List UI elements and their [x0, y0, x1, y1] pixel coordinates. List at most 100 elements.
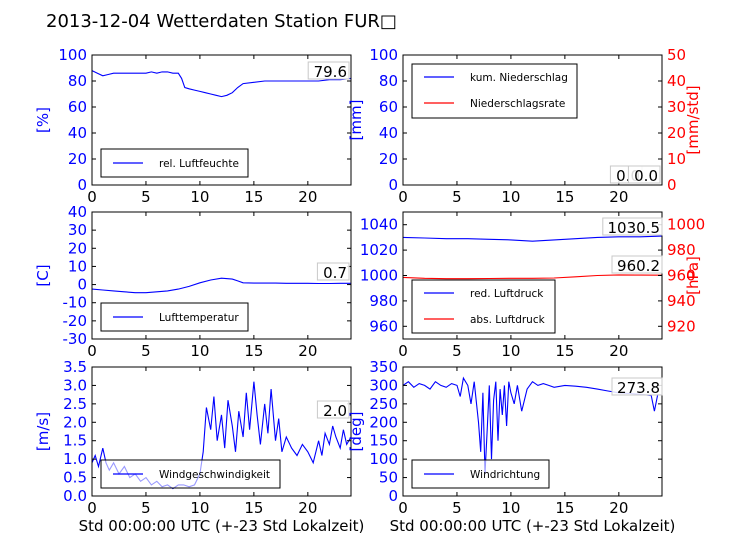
value-annotation-box	[316, 262, 350, 281]
x-tick-label: 5	[141, 499, 151, 517]
x-axis-label: Std 00:00:00 UTC (+-23 Std Lokalzeit)	[390, 517, 676, 535]
legend-box	[411, 63, 578, 119]
y-axis-label: [C]	[34, 264, 52, 286]
x-tick-label: 10	[501, 188, 520, 206]
x-tick-label: 20	[298, 342, 317, 360]
y-tick-label: 30	[68, 221, 87, 239]
y-axis-label: [m/s]	[34, 412, 52, 451]
x-tick-label: 5	[452, 342, 462, 360]
series-line-humidity-0	[92, 70, 351, 98]
y-tick-label: 20	[379, 150, 398, 168]
y-tick-label: 0	[388, 487, 398, 505]
value-annotation: 1030.5	[608, 219, 661, 237]
x-tick-label: 10	[190, 342, 209, 360]
x-tick-label: 10	[190, 499, 209, 517]
y2-tick-label: 980	[667, 241, 696, 259]
x-tick-label: 5	[141, 342, 151, 360]
y2-tick-label: 1000	[667, 216, 705, 234]
y-tick-label: 40	[379, 124, 398, 142]
value-annotation-box	[316, 400, 350, 419]
y-tick-label: 3.5	[63, 358, 87, 376]
x-tick-label: 15	[244, 499, 263, 517]
x-tick-label: 5	[452, 188, 462, 206]
value-annotation-box	[602, 217, 663, 236]
value-annotation-box	[627, 165, 661, 184]
legend-label: Windgeschwindigkeit	[159, 469, 270, 481]
legend-label: red. Luftdruck	[470, 288, 544, 300]
x-tick-label: 20	[609, 188, 628, 206]
y2-tick-label: 50	[667, 46, 686, 64]
value-annotation-box	[307, 61, 350, 80]
y2-axis-label: [hPa]	[684, 256, 702, 295]
y-tick-label: 0	[77, 176, 87, 194]
y-tick-label: 10	[68, 257, 87, 275]
y-tick-label: 0	[77, 276, 87, 294]
y2-axis-label: [mm/std]	[684, 85, 702, 154]
x-tick-label: 0	[87, 499, 97, 517]
y-tick-label: 980	[369, 292, 398, 310]
legend-box	[100, 148, 249, 178]
x-tick-label: 10	[501, 499, 520, 517]
x-tick-label: 10	[190, 188, 209, 206]
y-axis-label: [deg]	[347, 412, 365, 452]
x-tick-label: 15	[555, 342, 574, 360]
x-tick-label: 20	[609, 499, 628, 517]
axes-frame	[91, 54, 352, 186]
x-tick-label: 5	[141, 188, 151, 206]
y-tick-label: 100	[369, 46, 398, 64]
legend: Windrichtung	[411, 459, 550, 489]
y2-tick-label: 40	[667, 72, 686, 90]
x-tick-label: 15	[244, 188, 263, 206]
panel-windspeed: 0 5 10 15 200.00.51.01.52.02.53.03.5[m/s]Std…	[34, 358, 364, 535]
y-tick-label: 2.0	[63, 413, 87, 431]
y-tick-label: 960	[369, 317, 398, 335]
y-tick-label: 0.0	[63, 487, 87, 505]
value-annotation: 0.7	[323, 264, 347, 282]
panel-humidity: 0 5 10 15 20 0 20 40 60 80 100 [%] 79.6 rel. Luftfeuc…	[34, 46, 352, 206]
value-annotation-box	[611, 377, 663, 396]
y-tick-label: 2.5	[63, 395, 87, 413]
y-tick-label: 40	[68, 203, 87, 221]
y-tick-label: 40	[68, 124, 87, 142]
y-tick-label: 60	[379, 98, 398, 116]
y2-tick-label: 30	[667, 98, 686, 116]
x-tick-label: 0	[398, 188, 408, 206]
legend: Lufttemperatur	[100, 302, 249, 332]
y-tick-label: 250	[369, 395, 398, 413]
axes-frame	[402, 366, 663, 497]
legend: red. Luftdruck abs. Luftdruck	[411, 279, 556, 334]
value-annotation: 0.0	[634, 167, 658, 185]
y2-tick-label: 940	[667, 292, 696, 310]
series-line-pressure-1	[403, 274, 662, 280]
y-tick-label: 350	[369, 358, 398, 376]
legend-label: kum. Niederschlag	[470, 72, 568, 84]
y-axis-label: [mm]	[347, 100, 365, 141]
y-tick-label: 0	[388, 176, 398, 194]
y-tick-label: 1040	[360, 216, 398, 234]
panel-pressure: 0 5 10 15 20 960 980 1000 1020 1040 920 940 960 980 10…	[360, 211, 705, 360]
x-tick-label: 10	[501, 342, 520, 360]
x-tick-label: 20	[298, 188, 317, 206]
y-tick-label: 80	[68, 72, 87, 90]
y-tick-label: 1000	[360, 267, 398, 285]
series-line-winddirection-0	[403, 376, 662, 474]
x-tick-label: 15	[244, 342, 263, 360]
legend-label: Niederschlagsrate	[470, 98, 565, 110]
y-tick-label: 1.0	[63, 450, 87, 468]
series-line-pressure-0	[403, 235, 662, 242]
y-tick-label: 0.5	[63, 469, 87, 487]
legend-label: Lufttemperatur	[159, 312, 239, 324]
value-annotation: 273.8	[617, 379, 660, 397]
x-tick-label: 0	[87, 342, 97, 360]
legend: rel. Luftfeuchte	[100, 148, 249, 178]
y-tick-label: 50	[379, 469, 398, 487]
series-line-temperature-0	[92, 277, 351, 294]
y-tick-label: -30	[63, 330, 88, 348]
y2-tick-label: 920	[667, 317, 696, 335]
x-tick-label: 0	[398, 499, 408, 517]
value-annotation: 960.2	[617, 257, 660, 275]
x-tick-label: 0	[87, 188, 97, 206]
y-tick-label: 80	[379, 72, 398, 90]
y-tick-label: 100	[369, 450, 398, 468]
